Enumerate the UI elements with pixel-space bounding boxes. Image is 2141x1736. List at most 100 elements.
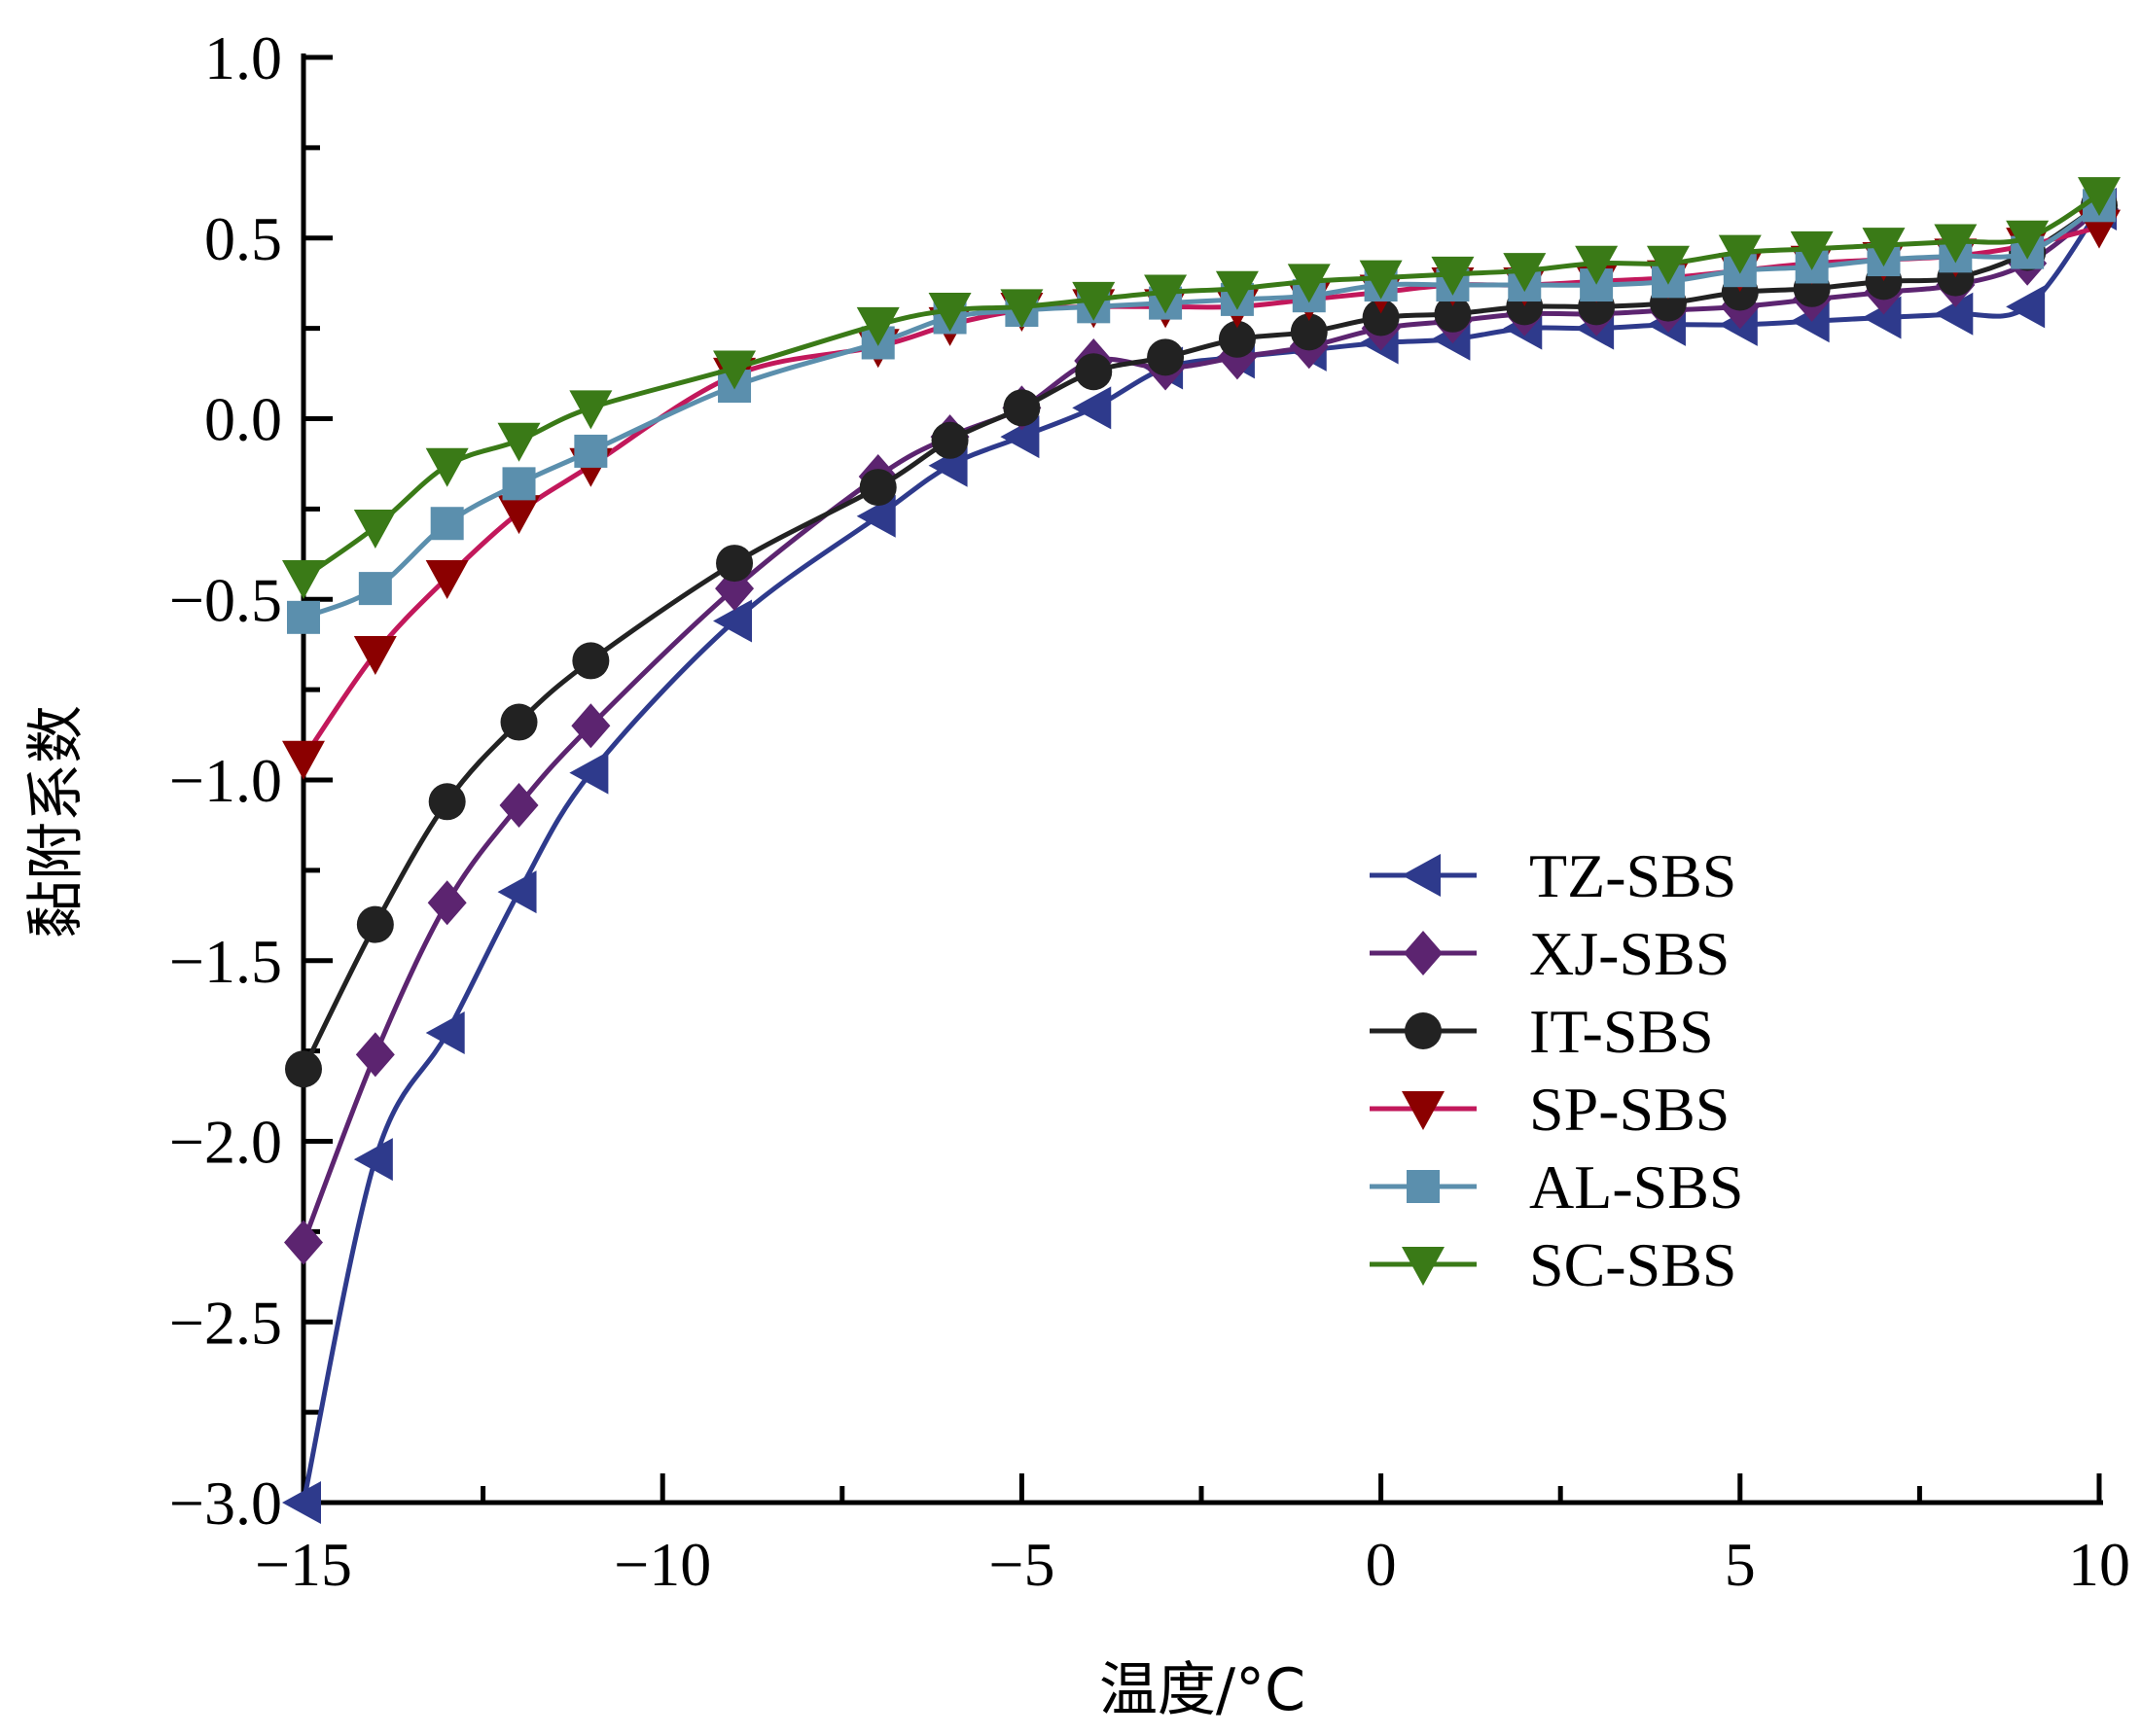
data-point [1218,320,1256,358]
data-point [1287,264,1331,303]
data-point [1003,389,1041,427]
series-layer [282,177,2121,1524]
data-point [713,599,753,643]
data-point [284,1220,323,1265]
series-tz-sbs [282,188,2117,1524]
data-point [1075,353,1113,391]
data-point [1000,415,1040,459]
data-point [1147,338,1185,376]
data-point [1790,230,1834,270]
legend-marker [1402,854,1441,897]
data-point [856,306,900,346]
data-point [497,870,537,914]
data-point [928,293,972,333]
axes: −3.0 −2.5 −2.0 −1.5 −1.0 −0.5 0.0 0.5 1.0 −15 −10 −… [169,23,2130,1599]
legend-marker [1405,1012,1442,1049]
data-point [1862,228,1906,267]
y-tick-label: −1.5 [169,927,282,996]
data-point [931,421,969,459]
legend-label: SP-SBS [1529,1075,1730,1144]
data-point [2078,177,2121,217]
legend: TZ-SBS XJ-SBS IT-SBS SP-SBS AL-SBS SC-SBS [1370,841,1744,1299]
data-point [282,559,325,599]
data-point [425,559,469,599]
x-tick-label: −10 [614,1530,711,1599]
data-point [859,469,897,507]
data-point [428,783,466,821]
data-point [716,545,754,583]
data-point [287,600,320,634]
x-axis-title: 温度/°C [1099,1656,1305,1724]
data-point [1144,274,1188,314]
data-point [1646,245,1690,285]
legend-marker [1402,1247,1445,1286]
data-point [1934,292,1974,336]
legend-item: SC-SBS [1370,1230,1736,1299]
data-point [425,447,469,487]
data-point [356,905,394,943]
data-point [2006,285,2046,329]
data-point [353,509,397,549]
data-point [353,1138,393,1182]
data-point [1290,313,1328,351]
data-point [430,507,464,541]
data-point [355,1032,395,1078]
data-point [2006,220,2050,260]
legend-label: IT-SBS [1529,997,1714,1066]
x-tick-label: −15 [255,1530,352,1599]
data-point [499,783,539,829]
legend-marker [1407,1170,1440,1203]
legend-item: TZ-SBS [1370,841,1736,910]
series-al-sbs [287,189,2116,634]
x-tick-label: 10 [2068,1530,2130,1599]
legend-item: XJ-SBS [1370,919,1730,988]
data-point [497,422,541,462]
data-point [500,703,538,741]
legend-item: SP-SBS [1370,1075,1730,1144]
y-tick-label: −3.0 [169,1469,282,1538]
data-point [1575,245,1619,285]
series-line [301,203,2101,1071]
series-sc-sbs [282,177,2121,599]
y-tick-label: −2.0 [169,1108,282,1177]
data-point [1072,386,1112,430]
data-point [1359,260,1403,300]
series-line [303,203,2101,620]
data-point [282,1481,321,1524]
legend-item: IT-SBS [1370,997,1714,1066]
data-point [425,1011,465,1055]
legend-marker [1402,1091,1445,1130]
data-point [569,751,609,795]
data-point [427,880,467,926]
data-point [1934,224,1978,264]
y-tick-label: −0.5 [169,565,282,634]
data-point [1503,253,1547,293]
data-point [358,572,392,606]
legend-marker [1404,931,1443,975]
x-tick-label: 0 [1366,1530,1397,1599]
series-line [301,207,2102,1504]
x-tick-label: 5 [1725,1530,1756,1599]
legend-label: TZ-SBS [1529,841,1736,910]
data-point [1434,295,1472,333]
data-point [1072,281,1116,321]
data-point [1362,299,1400,337]
series-line [301,225,2100,761]
y-tick-label: −1.0 [169,746,282,815]
data-point [569,390,613,430]
legend-label: XJ-SBS [1529,919,1730,988]
data-point [571,703,611,749]
y-axis-title: 黏附系数 [22,705,90,939]
x-tick-label: −5 [988,1530,1054,1599]
data-point [353,635,397,675]
data-point [1431,256,1475,296]
data-point [502,467,536,501]
y-tick-label: −2.5 [169,1288,282,1357]
data-point [1000,289,1044,329]
data-point [574,434,608,468]
data-point [282,740,325,780]
data-point [713,350,757,390]
data-point [497,495,541,535]
data-point [1718,234,1762,274]
